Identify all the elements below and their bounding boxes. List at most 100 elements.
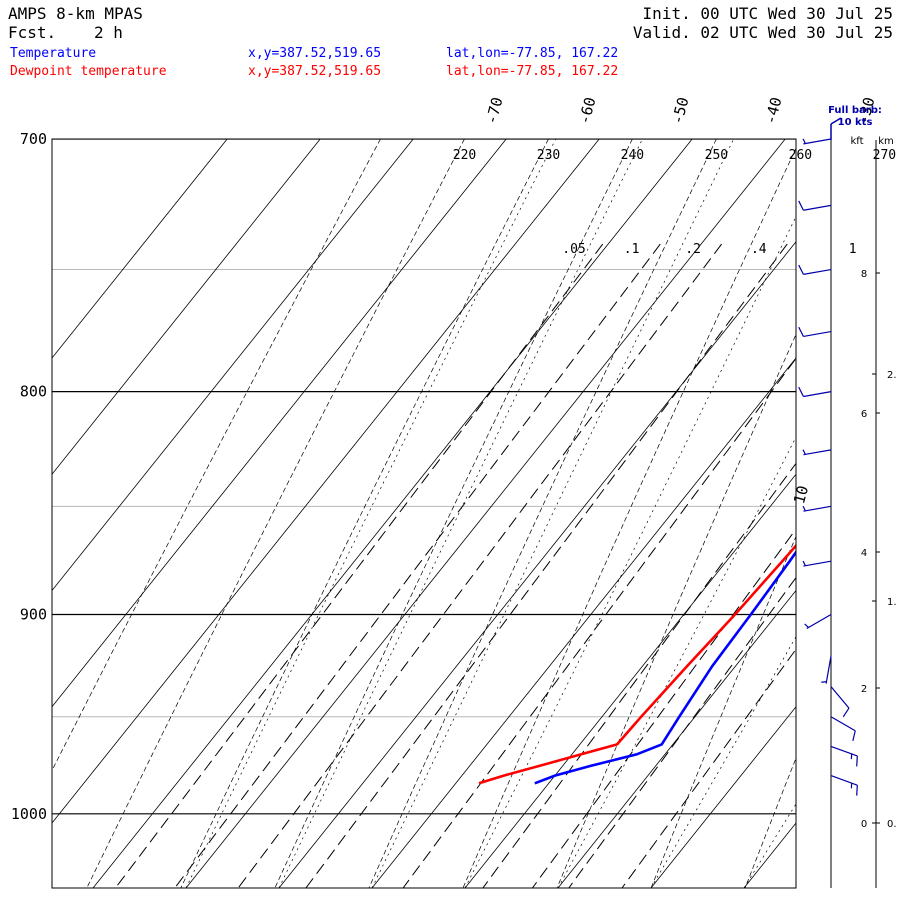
theta-label: 260 (789, 148, 812, 163)
theta-label: 250 (705, 148, 728, 163)
mixing-ratio-line (402, 357, 796, 888)
mixing-ratio-line (115, 243, 604, 888)
dewpoint-temperature-line (478, 543, 796, 785)
barb-legend-title: Full barb: (828, 105, 882, 116)
isotherm-line (278, 241, 796, 888)
km-tick-label: 0. (887, 819, 897, 830)
model-title: AMPS 8-km MPAS (8, 4, 143, 23)
dry-adiabat-line (368, 139, 717, 888)
kft-tick-label: 4 (861, 548, 867, 559)
dry-adiabat-line (744, 757, 796, 888)
isotherm-tick-label: -40 (761, 95, 785, 126)
isotherm-line (371, 357, 796, 888)
legend-barb-icon (830, 117, 842, 140)
pressure-tick-label: 800 (20, 383, 47, 401)
km-tick-label: 1. (887, 597, 897, 608)
isotherm-tick-label: -70 (482, 95, 506, 126)
mixing-ratio-line (482, 462, 796, 888)
wind-barb (830, 686, 850, 718)
wind-barbs (798, 138, 858, 796)
isotherm-tick-label: -60 (575, 95, 599, 126)
isotherm-line (464, 473, 796, 888)
isotherm-line (743, 822, 796, 888)
temperature-line (534, 549, 796, 785)
mixing-ratio-label: 1 (849, 242, 857, 257)
isotherm-line (557, 589, 796, 888)
mixing-ratio-line (531, 528, 796, 888)
wind-barb (798, 386, 832, 398)
isotherm-line (92, 139, 693, 888)
barb-legend-subtitle: 10 kts (838, 117, 873, 128)
moist-adiabat-line (743, 803, 796, 888)
wind-barb (830, 775, 858, 796)
wind-barb (830, 745, 858, 767)
theta-label: 230 (537, 148, 560, 163)
kft-tick-label: 2 (861, 684, 867, 695)
wind-barb (802, 560, 832, 567)
mixing-ratio-line (621, 648, 796, 888)
isotherm-line (52, 139, 414, 592)
dry-adiabat-line (86, 139, 465, 888)
moist-adiabat-line (557, 436, 796, 888)
isotherm-line (52, 139, 321, 475)
height-ticks: 8 6 4 2 0 2. 1. 0. (861, 269, 897, 830)
dry-adiabat-line (556, 333, 796, 888)
mixing-ratio-label: .4 (751, 242, 767, 257)
wind-barb (821, 655, 832, 684)
mixing-ratio-line (568, 576, 796, 888)
wind-barb (798, 200, 832, 211)
dry-adiabat-line (52, 139, 381, 772)
profile-series (478, 543, 796, 785)
temperature-latlon: lat,lon=-77.85, 167.22 (446, 46, 618, 61)
mixing-ratio-line (174, 243, 661, 888)
km-axis-label: km (878, 136, 894, 147)
isotherm-line (185, 139, 786, 888)
pressure-tick-label: 700 (20, 130, 47, 148)
isotherm-line (52, 139, 507, 708)
wind-barb (802, 449, 832, 456)
dry-adiabat-line (180, 139, 549, 888)
km-tick-label: 2. (887, 370, 897, 381)
wind-barb (804, 613, 832, 629)
isotherm-line (837, 139, 900, 888)
pressure-tick-label: 1000 (11, 805, 47, 823)
dewpoint-latlon: lat,lon=-77.85, 167.22 (446, 64, 618, 79)
forecast-label: Fcst. (8, 23, 56, 42)
kft-tick-label: 8 (861, 269, 867, 280)
dry-adiabat-line (274, 139, 633, 888)
pressure-tick-label: 900 (20, 605, 47, 623)
mixing-ratio-label: .2 (685, 242, 701, 257)
moist-adiabat-line (278, 139, 643, 888)
isotherm-inline-label: 10 (790, 484, 812, 506)
temperature-xy: x,y=387.52,519.65 (248, 46, 381, 61)
temperature-legend: Temperature (10, 46, 96, 61)
isotherm-line (650, 706, 796, 888)
dewpoint-xy: x,y=387.52,519.65 (248, 64, 381, 79)
isotherm-tick-label: -50 (668, 95, 692, 126)
wind-barb (802, 138, 832, 145)
theta-label: 220 (453, 148, 476, 163)
forecast-hours: 2 h (94, 23, 123, 42)
theta-label: 270 (873, 148, 896, 163)
dewpoint-legend: Dewpoint temperature (10, 64, 167, 79)
isotherm-line (52, 139, 228, 359)
isotherm-line (52, 139, 600, 824)
background-lines (52, 139, 900, 888)
valid-time: Valid. 02 UTC Wed 30 Jul 25 (633, 23, 893, 42)
mixing-ratio-line (237, 243, 722, 888)
background-labels: 7008009001000-70-60-50-40-30-20-10010220… (11, 95, 896, 823)
mixing-ratio-label: .05 (562, 242, 585, 257)
mixing-ratio-label: .1 (624, 242, 640, 257)
dry-adiabat-line (462, 147, 796, 888)
kft-tick-label: 0 (861, 819, 867, 830)
kft-tick-label: 6 (861, 409, 867, 420)
moist-adiabat-line (464, 215, 796, 888)
wind-barb (798, 264, 832, 275)
wind-barb (802, 505, 832, 512)
wind-barb (830, 716, 856, 742)
kft-axis-label: kft (850, 136, 863, 147)
plot-frame (51, 138, 797, 889)
init-time: Init. 00 UTC Wed 30 Jul 25 (643, 4, 893, 23)
theta-label: 240 (621, 148, 644, 163)
